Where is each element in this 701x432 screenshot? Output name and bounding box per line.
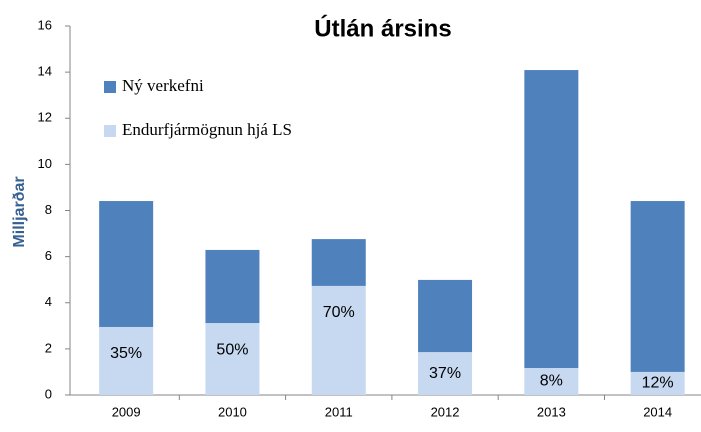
legend-label: Ný verkefni (122, 76, 204, 95)
bar-label: 37% (429, 365, 461, 382)
y-tick-label: 12 (38, 110, 52, 125)
bar-segment (99, 201, 154, 327)
bar-segment (205, 249, 260, 324)
bar-label: 8% (540, 373, 563, 390)
legend-swatch (104, 125, 116, 137)
bar-segment (524, 70, 579, 369)
y-tick-label: 0 (45, 386, 52, 401)
bar-segment (418, 279, 473, 353)
bar-segment (99, 326, 154, 395)
bar-segment (311, 285, 366, 395)
x-tick-label: 2013 (537, 404, 566, 419)
bar-segment (630, 201, 685, 372)
y-axis-label: Milljarðar (11, 176, 28, 247)
bar-label: 35% (110, 345, 142, 362)
bar-segment (311, 239, 366, 286)
chart-title: Útlán ársins (314, 14, 451, 42)
bar-segment (630, 371, 685, 395)
bar-label: 70% (323, 304, 355, 321)
legend-label: Endurfjármögnun hjá LS (122, 120, 292, 139)
y-tick-label: 4 (45, 294, 52, 309)
y-tick-label: 16 (38, 17, 52, 32)
x-tick-label: 2010 (218, 404, 247, 419)
bar-segment (418, 352, 473, 395)
y-tick-label: 2 (45, 340, 52, 355)
bar-segment (524, 368, 579, 395)
x-tick-label: 2014 (643, 404, 672, 419)
y-tick-label: 8 (45, 202, 52, 217)
bar-label: 12% (642, 375, 674, 392)
bar-label: 50% (216, 341, 248, 358)
legend-swatch (104, 81, 116, 93)
y-tick-label: 10 (38, 156, 52, 171)
y-tick-label: 6 (45, 248, 52, 263)
bar-segment (205, 323, 260, 395)
x-tick-label: 2012 (431, 404, 460, 419)
x-tick-label: 2011 (325, 404, 353, 419)
x-tick-label: 2009 (112, 404, 141, 419)
y-tick-label: 14 (38, 64, 52, 79)
